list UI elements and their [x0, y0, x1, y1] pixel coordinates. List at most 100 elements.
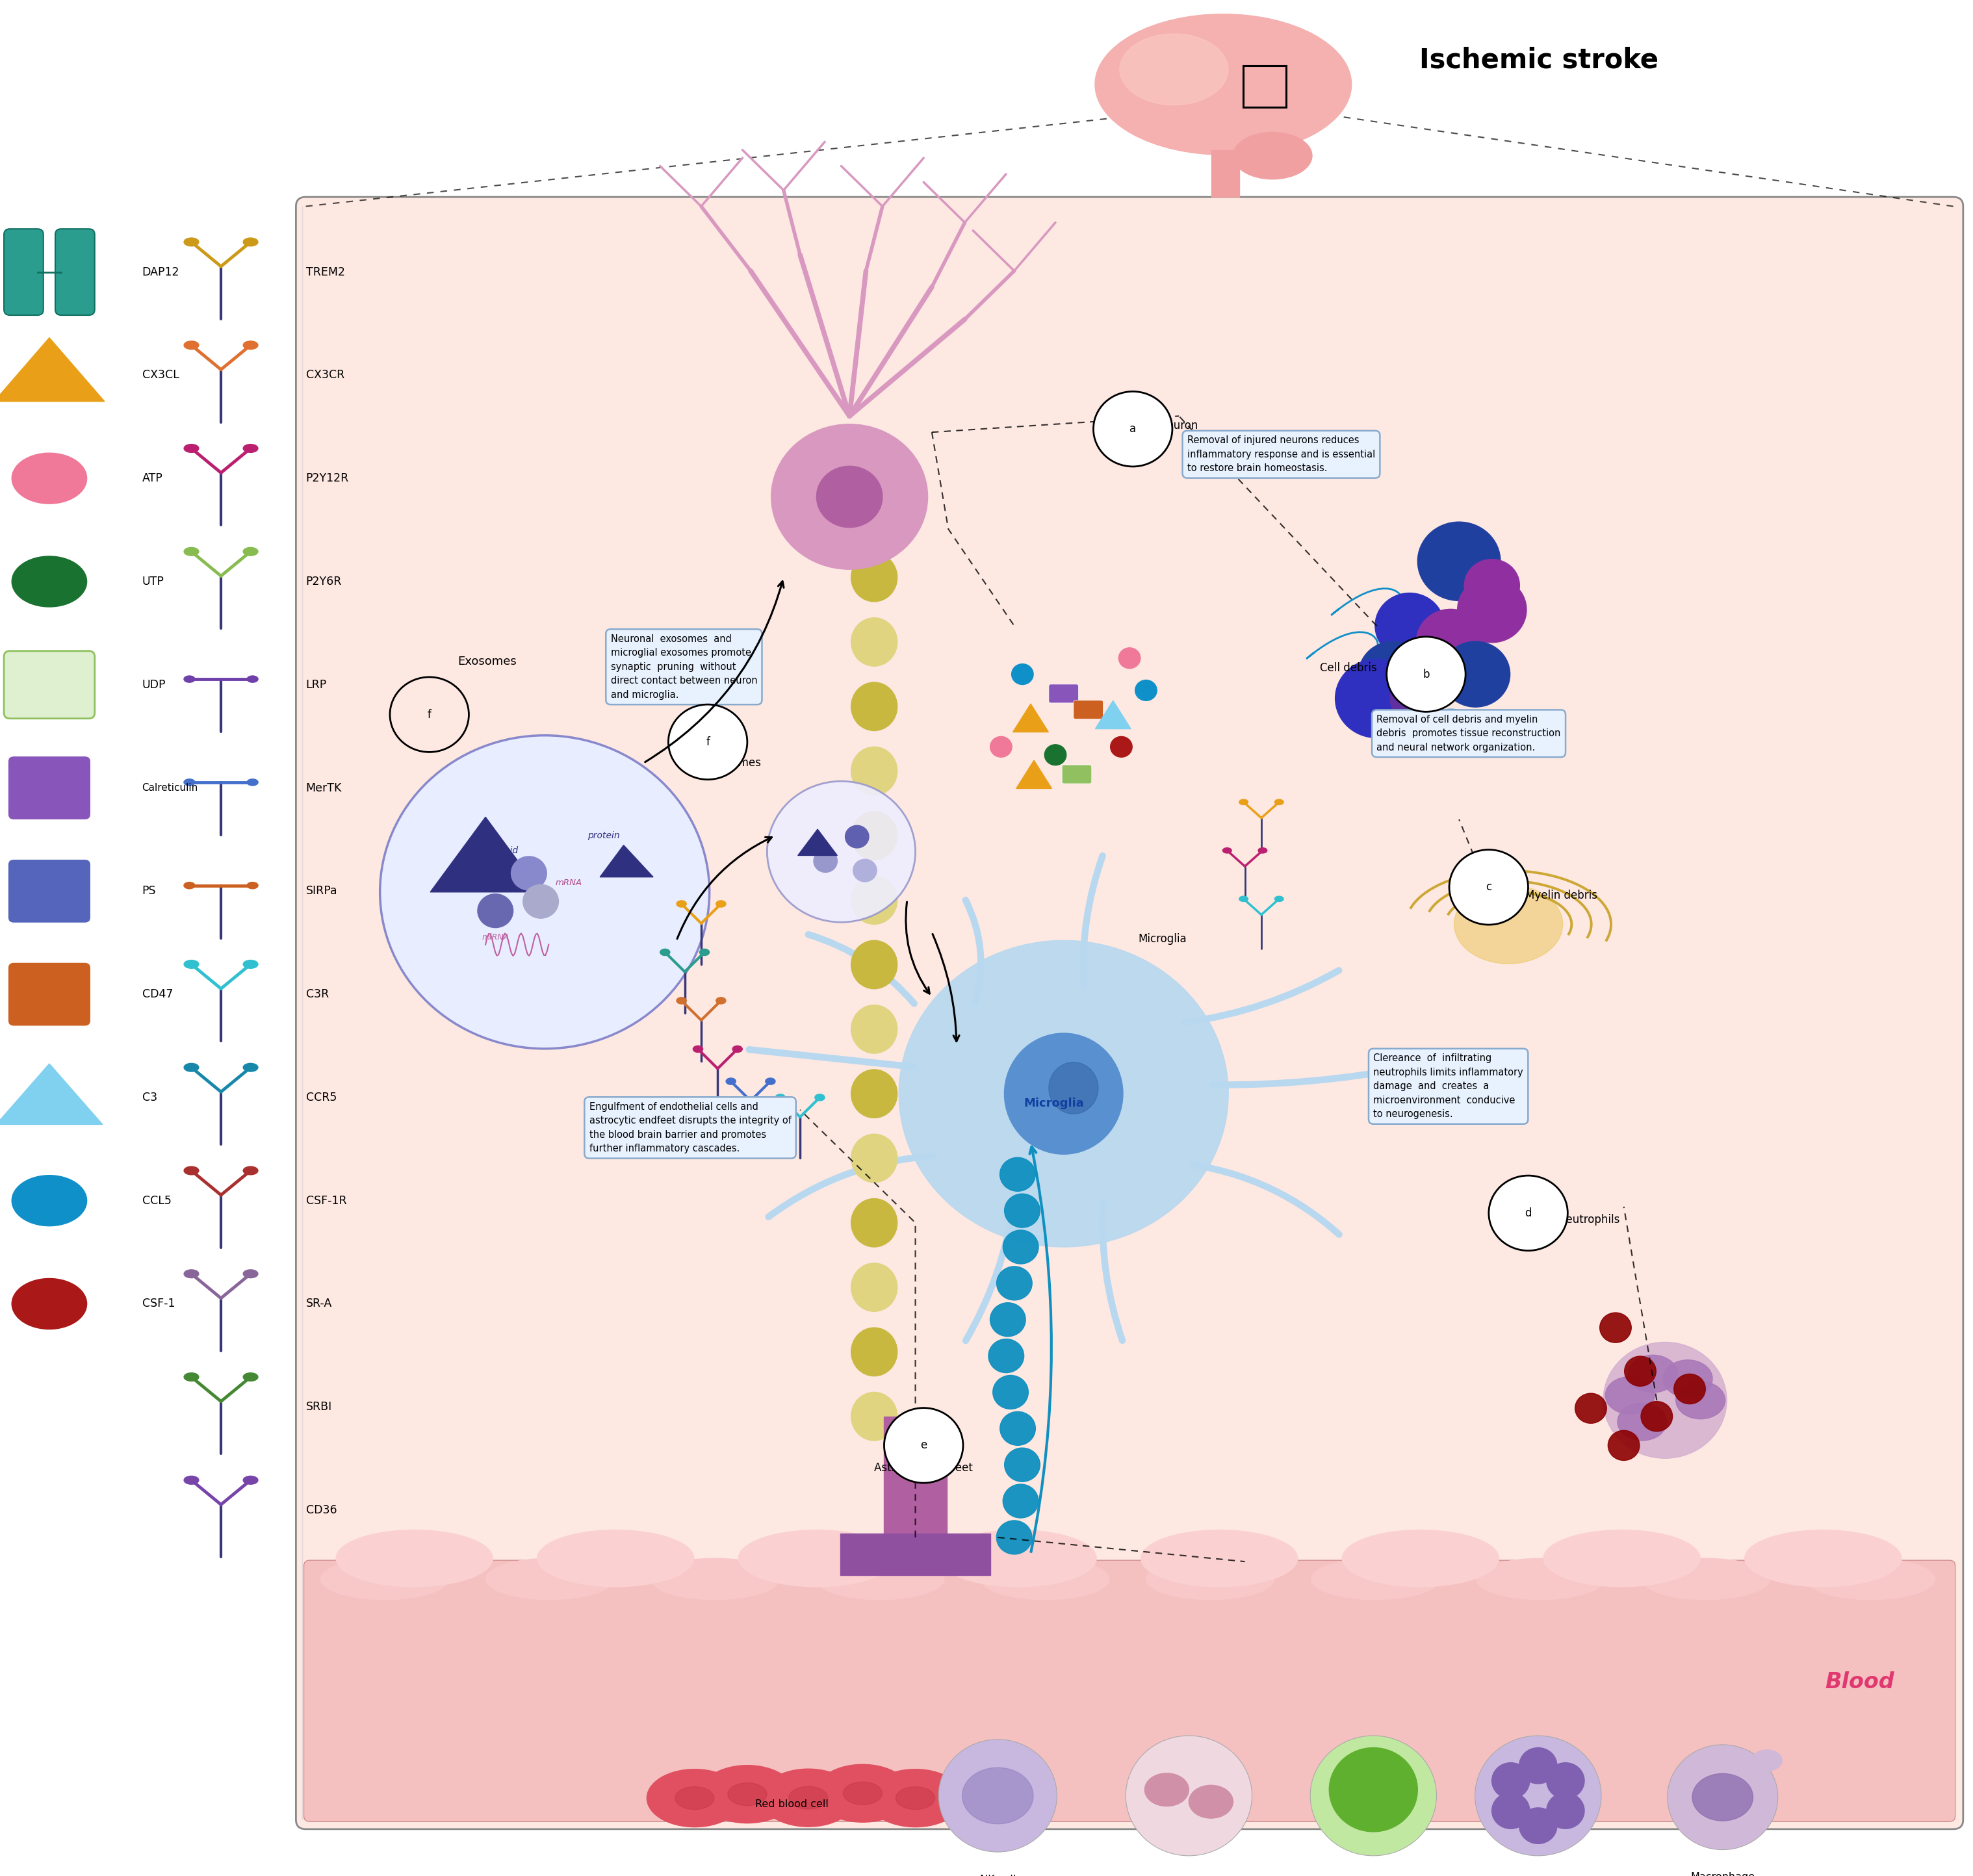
Ellipse shape	[1140, 1531, 1298, 1587]
Circle shape	[1673, 1373, 1705, 1403]
Ellipse shape	[12, 1279, 87, 1330]
Ellipse shape	[183, 1167, 199, 1174]
Circle shape	[1359, 642, 1428, 707]
Ellipse shape	[789, 1786, 829, 1808]
Circle shape	[1492, 1763, 1529, 1799]
Circle shape	[767, 780, 915, 923]
Ellipse shape	[247, 675, 258, 683]
Circle shape	[1490, 1176, 1569, 1251]
Ellipse shape	[716, 998, 726, 1004]
Text: Ischemic stroke: Ischemic stroke	[1419, 47, 1659, 73]
Ellipse shape	[12, 557, 87, 608]
Ellipse shape	[183, 341, 199, 349]
Ellipse shape	[243, 1373, 258, 1381]
Text: UDP: UDP	[142, 679, 166, 690]
Ellipse shape	[537, 1531, 694, 1587]
Ellipse shape	[243, 1167, 258, 1174]
Circle shape	[381, 735, 710, 1049]
Ellipse shape	[771, 424, 927, 570]
Circle shape	[1119, 647, 1140, 668]
Ellipse shape	[760, 1769, 856, 1827]
Text: a: a	[1131, 424, 1136, 435]
Text: Macrophage: Macrophage	[1691, 1872, 1754, 1876]
Text: MerTK: MerTK	[306, 782, 341, 794]
Text: Neutrophils: Neutrophils	[1559, 1214, 1620, 1225]
Circle shape	[1391, 672, 1446, 724]
Ellipse shape	[766, 1079, 775, 1084]
Ellipse shape	[1190, 1786, 1233, 1818]
Polygon shape	[0, 338, 105, 401]
Circle shape	[669, 705, 748, 780]
Circle shape	[990, 737, 1012, 758]
Ellipse shape	[850, 810, 898, 859]
Ellipse shape	[183, 1476, 199, 1484]
Bar	[840, 1535, 990, 1576]
Circle shape	[1624, 1356, 1655, 1386]
Circle shape	[1002, 1231, 1038, 1264]
Text: Microglia: Microglia	[1024, 1097, 1083, 1109]
Circle shape	[1458, 576, 1527, 642]
Circle shape	[1667, 1745, 1778, 1850]
Circle shape	[1642, 1401, 1673, 1431]
Ellipse shape	[850, 1006, 898, 1054]
Text: Myelin debris: Myelin debris	[1525, 889, 1596, 900]
Circle shape	[1002, 1484, 1038, 1518]
Ellipse shape	[1675, 1381, 1724, 1418]
Ellipse shape	[981, 1559, 1109, 1600]
Ellipse shape	[183, 882, 195, 889]
Circle shape	[996, 1520, 1032, 1553]
Text: Neuron: Neuron	[1160, 420, 1198, 431]
Text: Astrocytic endfeet: Astrocytic endfeet	[874, 1461, 973, 1475]
Ellipse shape	[1693, 1773, 1752, 1822]
Ellipse shape	[243, 1476, 258, 1484]
Polygon shape	[600, 844, 653, 878]
Ellipse shape	[1454, 885, 1563, 964]
Circle shape	[844, 825, 868, 848]
Circle shape	[988, 1339, 1024, 1373]
Circle shape	[992, 1375, 1028, 1409]
Bar	[1243, 66, 1286, 107]
Ellipse shape	[1476, 1559, 1604, 1600]
FancyBboxPatch shape	[8, 962, 91, 1026]
Ellipse shape	[1095, 15, 1352, 154]
Ellipse shape	[243, 238, 258, 246]
Circle shape	[1093, 392, 1172, 467]
Circle shape	[1000, 1157, 1036, 1191]
Circle shape	[1407, 657, 1462, 709]
Ellipse shape	[1275, 799, 1284, 805]
Text: CX3CR: CX3CR	[306, 370, 345, 381]
Ellipse shape	[700, 949, 710, 955]
Ellipse shape	[1606, 1377, 1655, 1415]
Text: SRBI: SRBI	[306, 1401, 331, 1413]
Text: P2Y6R: P2Y6R	[306, 576, 341, 587]
Ellipse shape	[850, 1199, 898, 1248]
Circle shape	[1600, 1313, 1632, 1343]
Text: PS: PS	[142, 885, 156, 897]
Circle shape	[884, 1407, 963, 1482]
Text: Cell debris: Cell debris	[1320, 662, 1377, 673]
Text: f: f	[428, 709, 432, 720]
Bar	[1211, 150, 1239, 197]
Text: CSF-1R: CSF-1R	[306, 1195, 347, 1206]
Ellipse shape	[1233, 131, 1312, 180]
Text: SR-A: SR-A	[306, 1298, 331, 1309]
Ellipse shape	[247, 882, 258, 889]
Text: miRNA: miRNA	[481, 934, 509, 942]
FancyBboxPatch shape	[304, 1561, 1955, 1822]
Text: DAP12: DAP12	[142, 266, 180, 278]
Ellipse shape	[1752, 1750, 1782, 1771]
Circle shape	[1574, 1394, 1606, 1424]
Circle shape	[1417, 610, 1486, 675]
Polygon shape	[430, 818, 541, 893]
Text: ATP: ATP	[142, 473, 162, 484]
Ellipse shape	[1543, 1531, 1701, 1587]
Ellipse shape	[183, 548, 199, 555]
Text: CD36: CD36	[306, 1505, 337, 1516]
FancyBboxPatch shape	[8, 756, 91, 820]
Circle shape	[1127, 1735, 1253, 1855]
Ellipse shape	[850, 1263, 898, 1311]
Circle shape	[1387, 636, 1466, 711]
Text: CCR5: CCR5	[306, 1092, 337, 1103]
Text: C3R: C3R	[306, 989, 329, 1000]
Ellipse shape	[850, 940, 898, 989]
